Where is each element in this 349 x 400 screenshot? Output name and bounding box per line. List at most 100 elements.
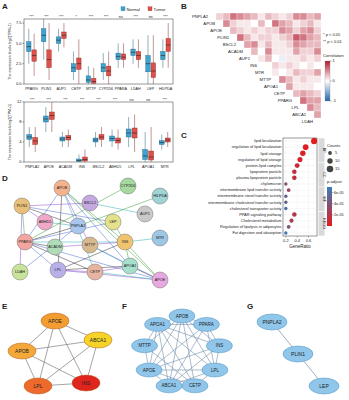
cell — [300, 48, 307, 55]
term-label: lipid localization — [254, 138, 281, 143]
grid-line — [283, 153, 317, 154]
box — [77, 58, 81, 69]
tick — [23, 102, 25, 103]
box — [151, 63, 155, 78]
cell — [244, 13, 251, 20]
legend-label: Normal — [127, 7, 141, 12]
term-label: regulation of lipid localization — [232, 144, 282, 149]
cell — [251, 41, 258, 48]
term-label: Fat digestion and absorption — [232, 230, 281, 235]
cell — [293, 34, 300, 41]
dot — [289, 219, 293, 223]
node-label: MTTP — [85, 243, 96, 247]
tick-label: 0 — [333, 78, 336, 83]
cell — [286, 20, 293, 27]
cell — [258, 27, 265, 34]
edge — [158, 324, 169, 385]
node-label: PLIN1 — [17, 204, 28, 208]
gene-label: MTTP — [260, 77, 272, 82]
tick-label: 2e-05 — [334, 213, 344, 217]
cell — [300, 97, 307, 104]
node — [120, 178, 136, 194]
cell — [272, 27, 279, 34]
cell — [223, 13, 230, 20]
node-label: APOE — [155, 278, 166, 282]
cell — [314, 13, 321, 20]
node — [37, 214, 53, 230]
term-label: PPAR signaling pathway — [239, 212, 281, 217]
cell — [265, 48, 272, 55]
cell — [293, 20, 300, 27]
cell — [307, 83, 314, 90]
gene-label: LPL — [292, 105, 300, 110]
dot — [311, 138, 317, 144]
category-label: CYP2D6 — [99, 87, 113, 91]
node — [152, 188, 168, 204]
cell — [237, 34, 244, 41]
gene-label: BSCL2 — [223, 42, 237, 47]
median — [132, 133, 137, 134]
significance: * — [75, 15, 77, 19]
box — [91, 78, 95, 83]
significance: *** — [63, 98, 68, 102]
edge — [22, 203, 90, 206]
cell — [314, 41, 321, 48]
category-label: PLIN1 — [41, 87, 51, 91]
cell — [314, 48, 321, 55]
cell — [307, 76, 314, 83]
cell — [314, 104, 321, 111]
category-label: APOA1 — [142, 165, 154, 169]
edge — [62, 188, 125, 242]
node — [206, 339, 232, 353]
cell — [293, 55, 300, 62]
node-label: ABCA1 — [90, 337, 107, 343]
cell — [300, 83, 307, 90]
node-label: ABCA1 — [162, 383, 177, 388]
median — [33, 141, 38, 142]
cell — [293, 13, 300, 20]
cell — [251, 48, 258, 55]
node-label: LPL — [34, 383, 43, 389]
cell — [307, 104, 314, 111]
box — [99, 135, 104, 140]
legend-title: Counts — [327, 143, 340, 148]
gene-label: INS — [250, 63, 257, 68]
median — [41, 35, 45, 36]
category-label: AUP1 — [56, 87, 66, 91]
significance: *** — [134, 15, 139, 19]
gene-label: LDAH — [302, 119, 313, 124]
dot — [284, 194, 287, 197]
median — [166, 45, 170, 46]
gene-label: AUP1 — [239, 56, 251, 61]
box — [136, 52, 140, 60]
median — [161, 55, 165, 56]
gene-label: APOE — [210, 28, 222, 33]
tick-label: 8 — [19, 119, 22, 124]
category-label: MTTP — [86, 87, 97, 91]
cell — [307, 20, 314, 27]
median — [43, 119, 48, 120]
grid-line — [283, 183, 317, 184]
dot — [284, 201, 287, 204]
edge — [25, 242, 125, 243]
edge — [22, 206, 113, 222]
box — [76, 159, 81, 162]
significance: *** — [163, 98, 168, 102]
node-label: BSCL2 — [84, 201, 96, 205]
category-label: INS — [79, 165, 86, 169]
box-chart: 04812The expression levels log2(TPM+1)PN… — [8, 98, 173, 170]
median — [159, 142, 164, 143]
axis-title: The expression levels log2(TPM+1) — [8, 104, 12, 161]
grid-line — [297, 138, 298, 236]
cell — [251, 13, 258, 20]
cell — [286, 27, 293, 34]
cell — [258, 13, 265, 20]
box — [116, 53, 120, 60]
box — [27, 135, 32, 140]
cell — [293, 27, 300, 34]
axis-title: The expression levels log2(TPM+1) — [8, 23, 12, 80]
edge — [169, 324, 206, 385]
cell — [300, 55, 307, 62]
cell — [244, 27, 251, 34]
category-label: PNPLA2 — [25, 165, 39, 169]
